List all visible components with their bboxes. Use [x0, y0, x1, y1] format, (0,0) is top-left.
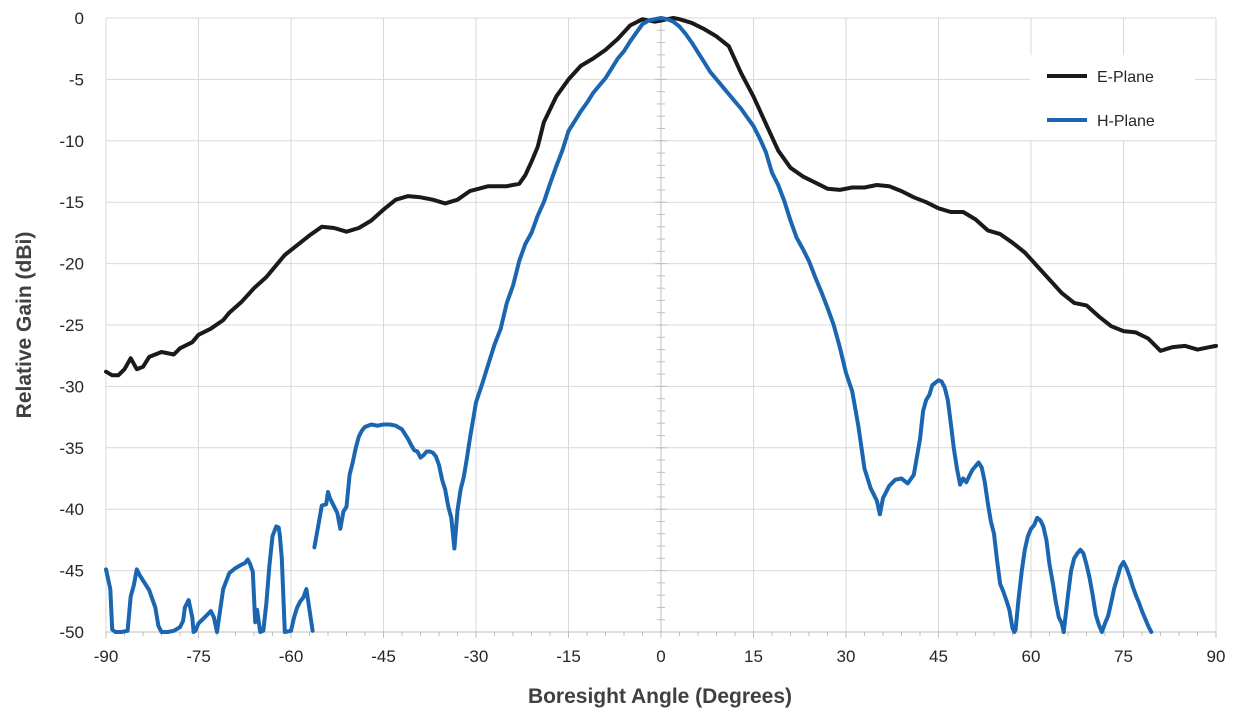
series-line-h-plane: [312, 16, 882, 551]
x-tick-label: -90: [94, 647, 119, 666]
series-line-h-plane: [1061, 547, 1154, 634]
x-tick-label: 90: [1207, 647, 1226, 666]
y-tick-label: -40: [59, 500, 84, 519]
series-line-h-plane: [877, 378, 1018, 634]
x-tick-label: 30: [837, 647, 856, 666]
legend-label-h-plane: H-Plane: [1097, 113, 1155, 130]
y-tick-label: 0: [75, 9, 84, 28]
x-tick-label: 45: [929, 647, 948, 666]
x-tick-label: 15: [744, 647, 763, 666]
legend-label-e-plane: E-Plane: [1097, 69, 1154, 86]
legend-background: [1030, 55, 1195, 140]
series-lines: [104, 16, 1218, 634]
legend: E-Plane H-Plane: [1030, 55, 1195, 140]
x-tick-label: -75: [186, 647, 211, 666]
y-tick-label: -25: [59, 316, 84, 335]
x-tick-label: -60: [279, 647, 304, 666]
y-tick-label: -35: [59, 439, 84, 458]
series-line-e-plane: [104, 16, 1218, 378]
y-tick-label: -20: [59, 255, 84, 274]
series-line-h-plane: [104, 524, 315, 634]
x-tick-label: 75: [1114, 647, 1133, 666]
y-tick-label: -50: [59, 623, 84, 642]
x-axis-title: Boresight Angle (Degrees): [528, 685, 792, 708]
y-axis-title: Relative Gain (dBi): [13, 232, 36, 419]
x-tick-label: -15: [556, 647, 581, 666]
y-tick-label: -45: [59, 562, 84, 581]
y-tick-label: -15: [59, 193, 84, 212]
x-tick-label: -45: [371, 647, 396, 666]
x-tick-label: -30: [464, 647, 489, 666]
x-tick-label: 0: [656, 647, 665, 666]
tick-labels: 0 -5 -10 -15 -20 -25 -30 -35 -40 -45 -50 -90 -75 -60 -…: [59, 9, 1225, 666]
y-tick-label: -10: [59, 132, 84, 151]
series-line-h-plane: [1013, 515, 1066, 634]
x-tick-label: 60: [1022, 647, 1041, 666]
y-tick-label: -30: [59, 377, 84, 396]
y-tick-label: -5: [69, 70, 84, 89]
